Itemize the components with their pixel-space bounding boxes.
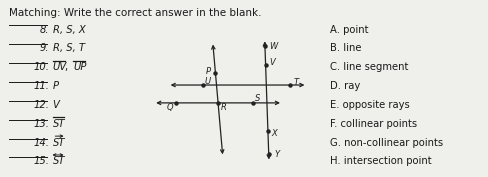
Text: C. line segment: C. line segment <box>329 62 407 72</box>
Text: UV: UV <box>52 62 67 72</box>
Text: ST: ST <box>52 138 65 148</box>
Text: ,: , <box>64 62 74 72</box>
Text: R: R <box>221 103 226 112</box>
Text: T: T <box>293 78 298 87</box>
Text: U: U <box>204 77 210 85</box>
Text: H. intersection point: H. intersection point <box>329 156 430 166</box>
Text: 8.: 8. <box>40 24 49 35</box>
Text: V: V <box>52 100 60 110</box>
Text: 12.: 12. <box>34 100 49 110</box>
Text: 15.: 15. <box>34 156 49 166</box>
Text: ST: ST <box>52 156 65 166</box>
Text: X: X <box>270 129 276 138</box>
Text: 10.: 10. <box>34 62 49 72</box>
Text: Q: Q <box>166 103 173 112</box>
Text: R, S, X: R, S, X <box>52 24 85 35</box>
Text: Y: Y <box>273 150 279 159</box>
Text: ST: ST <box>52 119 65 129</box>
Text: R, S, T: R, S, T <box>52 43 84 53</box>
Text: G. non-collinear points: G. non-collinear points <box>329 138 442 148</box>
Text: V: V <box>269 58 275 67</box>
Text: S: S <box>254 94 260 103</box>
Text: 9.: 9. <box>40 43 49 53</box>
Text: UP: UP <box>73 62 87 72</box>
Text: P: P <box>205 67 210 76</box>
Text: E. opposite rays: E. opposite rays <box>329 100 408 110</box>
Text: B. line: B. line <box>329 43 361 53</box>
Text: F. collinear points: F. collinear points <box>329 119 416 129</box>
Text: Matching: Write the correct answer in the blank.: Matching: Write the correct answer in th… <box>9 8 261 18</box>
Text: 11.: 11. <box>34 81 49 91</box>
Text: 14.: 14. <box>34 138 49 148</box>
Text: A. point: A. point <box>329 24 367 35</box>
Text: W: W <box>269 42 277 51</box>
Text: P: P <box>52 81 59 91</box>
Text: D. ray: D. ray <box>329 81 359 91</box>
Text: 13.: 13. <box>34 119 49 129</box>
